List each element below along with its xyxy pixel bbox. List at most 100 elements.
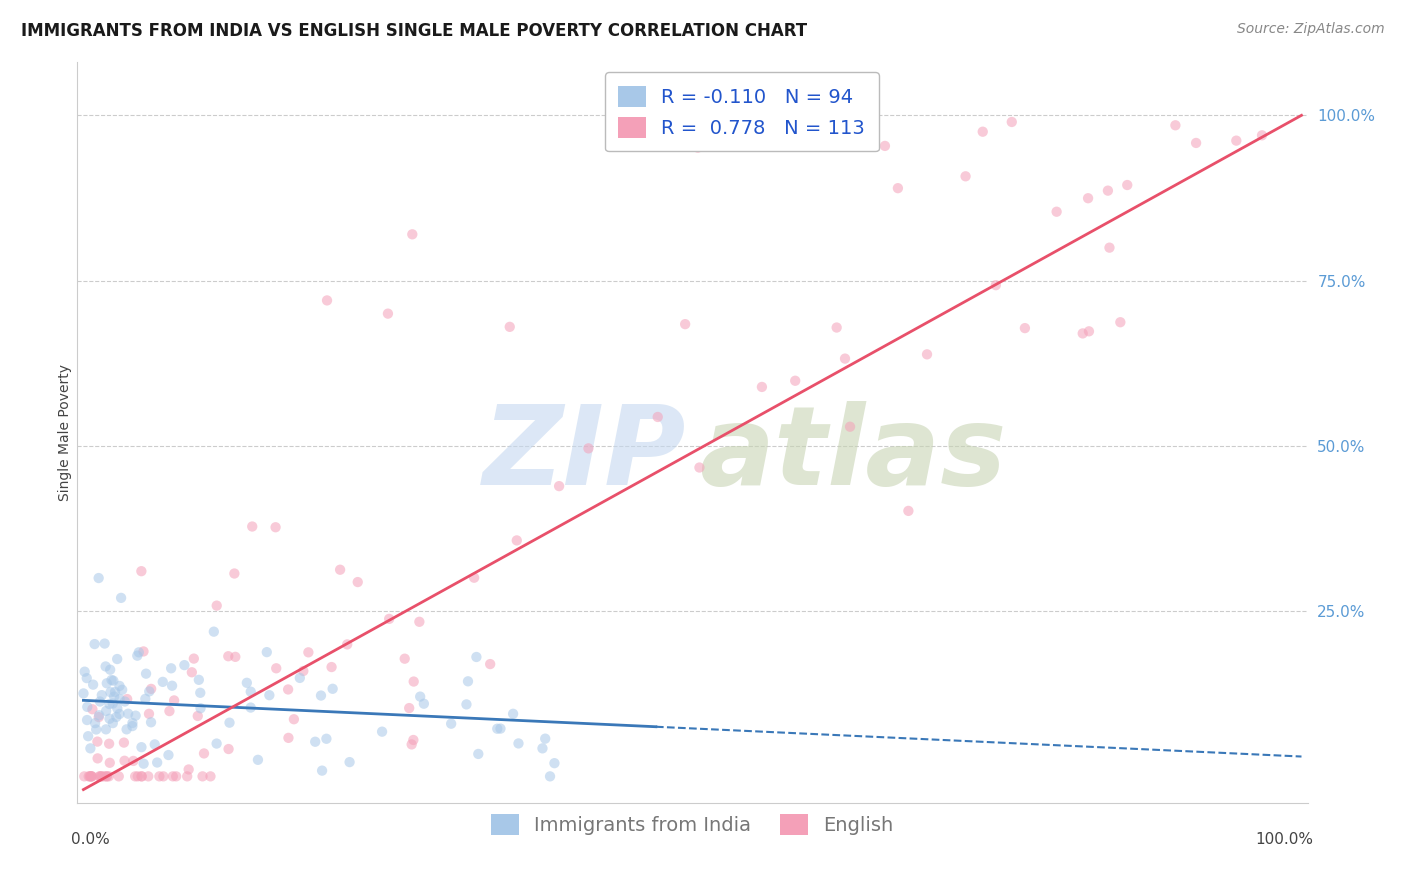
Point <box>277 682 299 697</box>
Point <box>377 307 399 321</box>
Point <box>127 648 149 663</box>
Point <box>79 769 101 783</box>
Point <box>76 713 98 727</box>
Point <box>686 141 709 155</box>
Point <box>304 735 326 749</box>
Point <box>121 716 143 731</box>
Point <box>578 442 600 456</box>
Point <box>111 682 134 697</box>
Point <box>508 736 530 750</box>
Point <box>1109 315 1132 329</box>
Point <box>143 738 166 752</box>
Point <box>339 755 361 769</box>
Point <box>538 769 561 783</box>
Point <box>897 504 920 518</box>
Point <box>371 724 394 739</box>
Point <box>1046 204 1069 219</box>
Point <box>264 661 287 675</box>
Point <box>97 769 120 783</box>
Point <box>127 769 149 783</box>
Point <box>183 651 205 665</box>
Point <box>115 692 138 706</box>
Point <box>103 690 125 704</box>
Text: 100.0%: 100.0% <box>1256 831 1313 847</box>
Point <box>80 769 103 783</box>
Point <box>440 716 463 731</box>
Point <box>94 659 117 673</box>
Point <box>292 664 315 678</box>
Text: ZIP: ZIP <box>482 401 686 508</box>
Point <box>283 712 305 726</box>
Point <box>108 692 131 706</box>
Point <box>1078 324 1101 338</box>
Point <box>105 710 128 724</box>
Point <box>378 612 401 626</box>
Point <box>89 694 111 708</box>
Point <box>180 665 202 680</box>
Point <box>131 769 153 783</box>
Point <box>162 769 184 783</box>
Point <box>101 716 124 731</box>
Point <box>329 563 352 577</box>
Point <box>177 763 200 777</box>
Point <box>543 756 565 771</box>
Point <box>218 715 240 730</box>
Point <box>148 769 170 783</box>
Point <box>463 571 485 585</box>
Point <box>457 674 479 689</box>
Point <box>1164 118 1187 132</box>
Point <box>124 708 146 723</box>
Point <box>93 769 115 783</box>
Point <box>86 751 108 765</box>
Point <box>202 624 225 639</box>
Point <box>83 637 105 651</box>
Point <box>1098 241 1121 255</box>
Point <box>825 320 848 334</box>
Point <box>489 722 512 736</box>
Point <box>873 139 896 153</box>
Point <box>176 769 198 783</box>
Point <box>188 686 211 700</box>
Point <box>200 769 222 783</box>
Point <box>673 317 696 331</box>
Point <box>548 479 571 493</box>
Point <box>1097 184 1119 198</box>
Point <box>103 673 125 688</box>
Point <box>73 665 96 679</box>
Point <box>800 137 823 152</box>
Point <box>236 675 259 690</box>
Point <box>1251 128 1274 143</box>
Point <box>346 575 368 590</box>
Point <box>217 649 239 664</box>
Point <box>187 709 209 723</box>
Point <box>98 756 121 770</box>
Point <box>76 671 98 685</box>
Point <box>79 769 101 783</box>
Point <box>887 181 910 195</box>
Point <box>138 684 160 698</box>
Point <box>408 615 430 629</box>
Point <box>152 674 174 689</box>
Point <box>152 769 174 783</box>
Point <box>105 652 128 666</box>
Point <box>277 731 299 745</box>
Point <box>72 686 94 700</box>
Point <box>502 706 524 721</box>
Point <box>321 660 343 674</box>
Point <box>157 747 180 762</box>
Point <box>96 769 118 783</box>
Point <box>124 769 146 783</box>
Point <box>1001 115 1024 129</box>
Point <box>101 697 124 711</box>
Point <box>80 769 103 783</box>
Point <box>256 645 278 659</box>
Point <box>1077 191 1099 205</box>
Point <box>139 715 162 730</box>
Point <box>117 706 139 721</box>
Point <box>751 380 773 394</box>
Point <box>499 319 522 334</box>
Point <box>98 663 121 677</box>
Point <box>90 769 112 783</box>
Point <box>98 737 121 751</box>
Point <box>834 351 856 366</box>
